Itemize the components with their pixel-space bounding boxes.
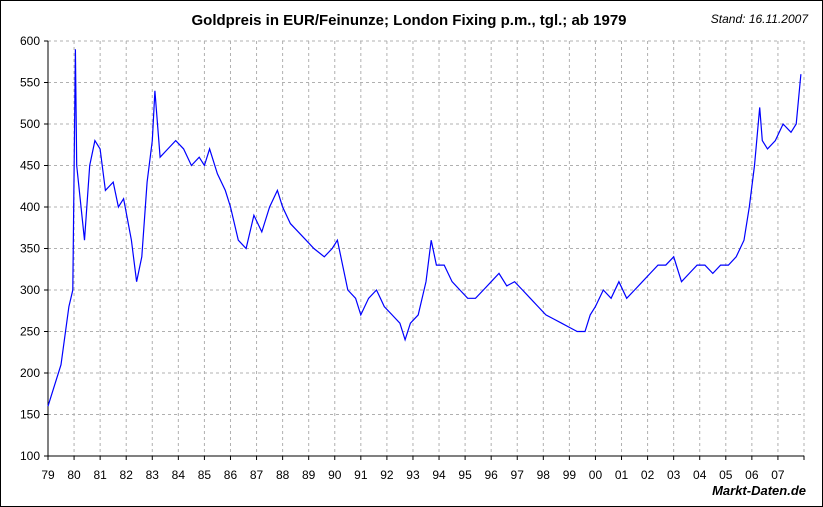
x-tick-label: 89 <box>302 468 316 482</box>
x-tick-label: 05 <box>719 468 733 482</box>
y-tick-label: 200 <box>20 366 40 380</box>
x-tick-label: 93 <box>406 468 420 482</box>
x-tick-label: 85 <box>198 468 212 482</box>
y-tick-label: 400 <box>20 200 40 214</box>
x-tick-label: 03 <box>667 468 681 482</box>
x-tick-label: 91 <box>354 468 368 482</box>
x-tick-label: 88 <box>276 468 290 482</box>
y-tick-label: 500 <box>20 117 40 131</box>
x-tick-label: 07 <box>771 468 785 482</box>
x-tick-label: 97 <box>511 468 525 482</box>
chart-source: Markt-Daten.de <box>712 483 806 498</box>
x-tick-label: 96 <box>484 468 498 482</box>
x-tick-label: 99 <box>563 468 577 482</box>
x-tick-label: 79 <box>41 468 55 482</box>
x-tick-label: 83 <box>146 468 160 482</box>
gold-price-line <box>47 49 802 407</box>
y-tick-label: 450 <box>20 159 40 173</box>
chart-title: Goldpreis in EUR/Feinunze; London Fixing… <box>191 12 627 29</box>
chart-date: Stand: 16.11.2007 <box>710 12 808 26</box>
x-tick-label: 80 <box>67 468 81 482</box>
x-tick-label: 01 <box>615 468 629 482</box>
y-tick-label: 600 <box>20 34 40 48</box>
x-tick-label: 98 <box>537 468 551 482</box>
x-tick-label: 95 <box>458 468 472 482</box>
y-tick-label: 100 <box>20 449 40 463</box>
x-tick-label: 04 <box>693 468 707 482</box>
x-tick-label: 02 <box>641 468 655 482</box>
x-tick-label: 94 <box>432 468 446 482</box>
y-tick-label: 350 <box>20 242 40 256</box>
x-tick-label: 81 <box>93 468 107 482</box>
y-tick-label: 150 <box>20 408 40 422</box>
x-tick-label: 82 <box>120 468 134 482</box>
x-tick-label: 90 <box>328 468 342 482</box>
y-tick-label: 300 <box>20 283 40 297</box>
x-tick-label: 84 <box>172 468 186 482</box>
y-tick-label: 550 <box>20 76 40 90</box>
x-tick-label: 86 <box>224 468 238 482</box>
x-tick-label: 92 <box>380 468 394 482</box>
x-tick-label: 87 <box>250 468 264 482</box>
x-tick-label: 06 <box>745 468 759 482</box>
x-tick-label: 00 <box>589 468 603 482</box>
y-tick-label: 250 <box>20 325 40 339</box>
